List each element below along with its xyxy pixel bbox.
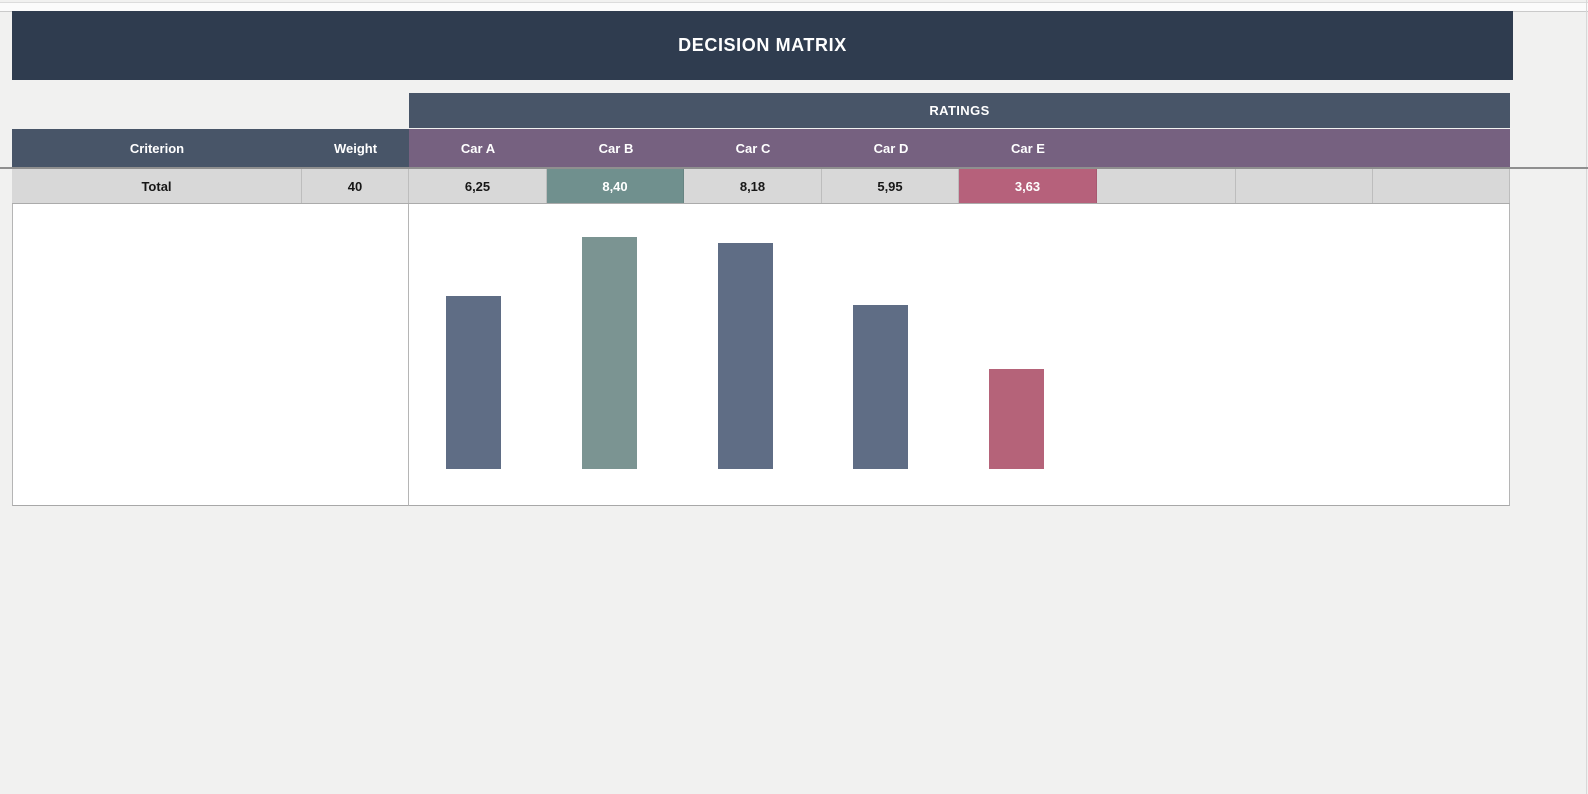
total-value-car-a[interactable]: 6,25 <box>409 169 547 203</box>
car-e-label: Car E <box>1011 140 1045 156</box>
page-title: DECISION MATRIX <box>678 35 847 55</box>
car-d-label: Car D <box>873 140 909 156</box>
chart-bar-car-c <box>717 243 773 469</box>
total-value-car-e-worst[interactable]: 3,63 <box>959 169 1097 203</box>
criterion-header-cell[interactable]: Criterion <box>12 129 302 167</box>
car-c-total: 8,18 <box>739 178 766 194</box>
title-banner: DECISION MATRIX <box>12 11 1513 80</box>
total-row: Total 40 6,25 8,40 8,18 5,95 3,63 <box>12 169 1510 203</box>
total-label-cell[interactable]: Total <box>12 169 302 203</box>
total-empty-cell-1[interactable] <box>1097 169 1236 203</box>
window-right-edge <box>1586 0 1587 794</box>
criterion-pane <box>12 204 409 506</box>
ratings-banner: RATINGS <box>409 93 1510 128</box>
total-row-bottom-line <box>12 203 1510 204</box>
car-e-total: 3,63 <box>1014 178 1041 194</box>
car-c-label: Car C <box>735 140 771 156</box>
criterion-header-label: Criterion <box>129 140 185 156</box>
header-gridline <box>0 167 1588 169</box>
car-d-header-cell[interactable]: Car D <box>822 129 960 167</box>
chart-bar-car-b <box>581 237 637 469</box>
total-value-car-c[interactable]: 8,18 <box>684 169 822 203</box>
total-empty-cell-3[interactable] <box>1373 169 1510 203</box>
chart-bar-car-d <box>853 305 909 469</box>
car-c-header-cell[interactable]: Car C <box>684 129 822 167</box>
chart-bar-car-e <box>989 369 1044 469</box>
car-a-total: 6,25 <box>464 178 491 194</box>
car-b-label: Car B <box>598 140 634 156</box>
total-weight-value: 40 <box>347 178 363 194</box>
car-d-total: 5,95 <box>877 178 903 194</box>
total-label: Total <box>141 178 172 194</box>
total-empty-cell-2[interactable] <box>1236 169 1373 203</box>
car-a-label: Car A <box>460 140 496 156</box>
car-header-row: Car A Car B Car C Car D Car E <box>409 129 1510 167</box>
weight-header-cell[interactable]: Weight <box>302 129 409 167</box>
chart-bar-car-a <box>446 296 501 469</box>
car-b-total: 8,40 <box>602 178 628 194</box>
weight-header-label: Weight <box>333 140 378 156</box>
car-b-header-cell[interactable]: Car B <box>547 129 685 167</box>
total-weight-cell[interactable]: 40 <box>302 169 409 203</box>
total-value-car-d[interactable]: 5,95 <box>822 169 959 203</box>
bar-chart[interactable] <box>409 204 1510 506</box>
car-e-header-cell[interactable]: Car E <box>959 129 1097 167</box>
car-a-header-cell[interactable]: Car A <box>409 129 547 167</box>
ratings-label: RATINGS <box>929 103 990 118</box>
total-value-car-b-best[interactable]: 8,40 <box>547 169 684 203</box>
